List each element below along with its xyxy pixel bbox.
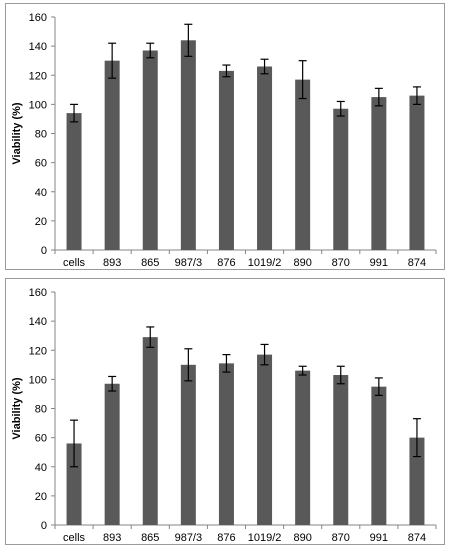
bar-1019-2 — [257, 354, 273, 525]
y-axis-label: Viability (%) — [11, 102, 23, 164]
bar-876 — [218, 363, 234, 525]
y-tick-label: 20 — [35, 491, 47, 503]
bar-876 — [218, 70, 234, 250]
chart-panel-top: 0 20 40 60 80 100 120 140 160 Viability (%) cells 8… — [5, 3, 445, 270]
x-tick-label: 1019/2 — [248, 532, 282, 544]
bar-991 — [371, 386, 387, 525]
y-tick-label: 100 — [29, 374, 47, 386]
bar-890 — [295, 79, 311, 251]
x-tick-label: 870 — [332, 257, 350, 269]
x-tick-label: 890 — [293, 532, 311, 544]
x-tick-label: 876 — [217, 532, 235, 544]
y-tick-label: 120 — [29, 345, 47, 357]
y-tick-label: 0 — [41, 520, 47, 532]
x-tick-label: 1019/2 — [248, 257, 282, 269]
bar-865 — [142, 337, 158, 525]
bar-cells — [66, 113, 82, 250]
y-tick-label: 60 — [35, 433, 47, 445]
y-tick-label: 80 — [35, 129, 47, 141]
x-tick-label: 991 — [370, 257, 388, 269]
x-tick-label: 874 — [408, 532, 426, 544]
bar-1019-2 — [257, 66, 273, 250]
x-tick-label: 893 — [103, 532, 121, 544]
viability-chart-top: 0 20 40 60 80 100 120 140 160 Viability (%) cells 8… — [11, 12, 437, 269]
y-tick-label: 160 — [29, 12, 47, 24]
x-tick-label: 987/3 — [175, 532, 203, 544]
bar-987-3 — [180, 40, 196, 250]
bar-870 — [333, 375, 349, 525]
bar-874 — [409, 437, 425, 525]
y-tick-label: 80 — [35, 404, 47, 416]
y-tick-label: 20 — [35, 216, 47, 228]
y-tick-label: 40 — [35, 462, 47, 474]
viability-chart-bottom: 0 20 40 60 80 100 120 140 160 Viability (%) cells 8… — [11, 287, 437, 544]
y-tick-label: 0 — [41, 245, 47, 257]
bar-893 — [104, 60, 120, 250]
bar-874 — [409, 95, 425, 250]
x-tick-label: cells — [63, 532, 86, 544]
y-tick-label: 100 — [29, 99, 47, 111]
x-tick-label: 893 — [103, 257, 121, 269]
x-tick-label: 987/3 — [175, 257, 203, 269]
x-tick-label: 865 — [141, 532, 159, 544]
chart-panel-bottom: 0 20 40 60 80 100 120 140 160 Viability (%) cells 8… — [5, 278, 445, 545]
y-axis-label: Viability (%) — [11, 377, 23, 439]
bar-987-3 — [180, 364, 196, 525]
x-tick-label: 870 — [332, 532, 350, 544]
bar-991 — [371, 97, 387, 250]
y-tick-label: 60 — [35, 158, 47, 170]
x-tick-label: 874 — [408, 257, 426, 269]
x-tick-label: cells — [63, 257, 86, 269]
bar-890 — [295, 370, 311, 525]
y-tick-label: 140 — [29, 41, 47, 53]
bar-870 — [333, 108, 349, 251]
y-tick-label: 160 — [29, 287, 47, 299]
x-tick-label: 890 — [293, 257, 311, 269]
x-tick-label: 865 — [141, 257, 159, 269]
x-tick-label: 991 — [370, 532, 388, 544]
y-tick-label: 120 — [29, 70, 47, 82]
bar-893 — [104, 383, 120, 525]
bar-865 — [142, 50, 158, 251]
bar-cells — [66, 443, 82, 525]
y-tick-label: 40 — [35, 187, 47, 199]
x-tick-label: 876 — [217, 257, 235, 269]
y-tick-label: 140 — [29, 316, 47, 328]
